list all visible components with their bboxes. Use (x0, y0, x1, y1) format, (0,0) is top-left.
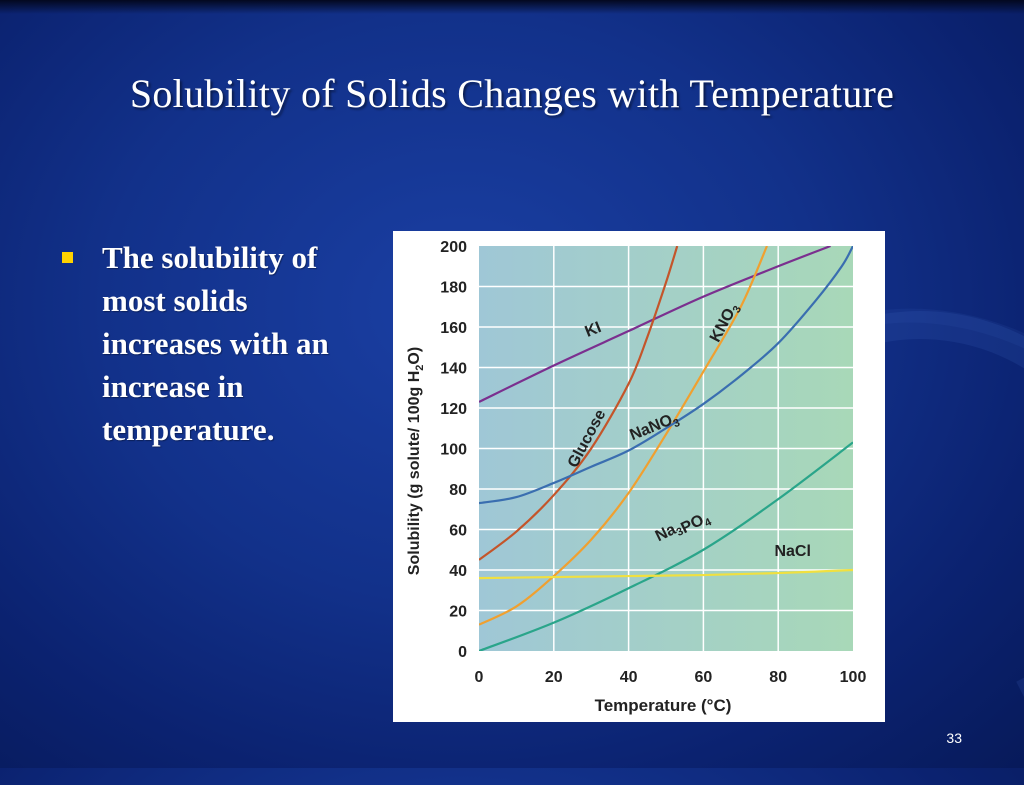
y-axis-label: Solubility (g solute/ 100g H2O) (406, 347, 426, 575)
y-tick-label: 120 (440, 401, 467, 418)
bullet-item: The solubility of most solids increases … (62, 236, 362, 451)
x-tick-label: 100 (840, 669, 867, 686)
y-tick-label: 200 (440, 239, 467, 256)
y-tick-label: 20 (449, 604, 467, 621)
y-tick-label: 40 (449, 563, 467, 580)
x-tick-labels: 0 20 40 60 80 100 (475, 669, 867, 686)
x-tick-label: 80 (769, 669, 787, 686)
series-group (479, 246, 853, 651)
x-tick-label: 20 (545, 669, 563, 686)
y-tick-label: 0 (458, 644, 467, 661)
series-line-nacl (479, 568, 853, 580)
x-tick-label: 60 (695, 669, 713, 686)
chart-svg: 0 20 40 60 80 100 120 140 160 180 200 0 20 40 60 80 100… (406, 239, 867, 715)
solubility-chart: 0 20 40 60 80 100 120 140 160 180 200 0 20 40 60 80 100… (393, 231, 885, 722)
series-line-na3po4 (479, 441, 853, 651)
curve-label-ki: KI (583, 319, 604, 341)
page-number: 33 (946, 730, 962, 746)
curve-label-nacl: NaCl (774, 543, 810, 560)
y-tick-label: 60 (449, 523, 467, 540)
y-tick-label: 160 (440, 320, 467, 337)
y-tick-label: 140 (440, 361, 467, 378)
y-tick-label: 80 (449, 482, 467, 499)
y-tick-label: 180 (440, 280, 467, 297)
bullet-text: The solubility of most solids increases … (102, 240, 329, 447)
bullet-square-icon (62, 252, 73, 263)
y-tick-label: 100 (440, 442, 467, 459)
x-tick-label: 0 (475, 669, 484, 686)
series-line-glucose (479, 246, 679, 561)
top-band (0, 0, 1024, 14)
x-tick-label: 40 (620, 669, 638, 686)
series-line-kno3 (479, 246, 768, 626)
y-tick-labels: 0 20 40 60 80 100 120 140 160 180 200 (440, 239, 467, 661)
slide-title: Solubility of Solids Changes with Temper… (129, 71, 895, 116)
series-line-nano3 (479, 246, 853, 505)
x-axis-label: Temperature (°C) (595, 696, 732, 715)
